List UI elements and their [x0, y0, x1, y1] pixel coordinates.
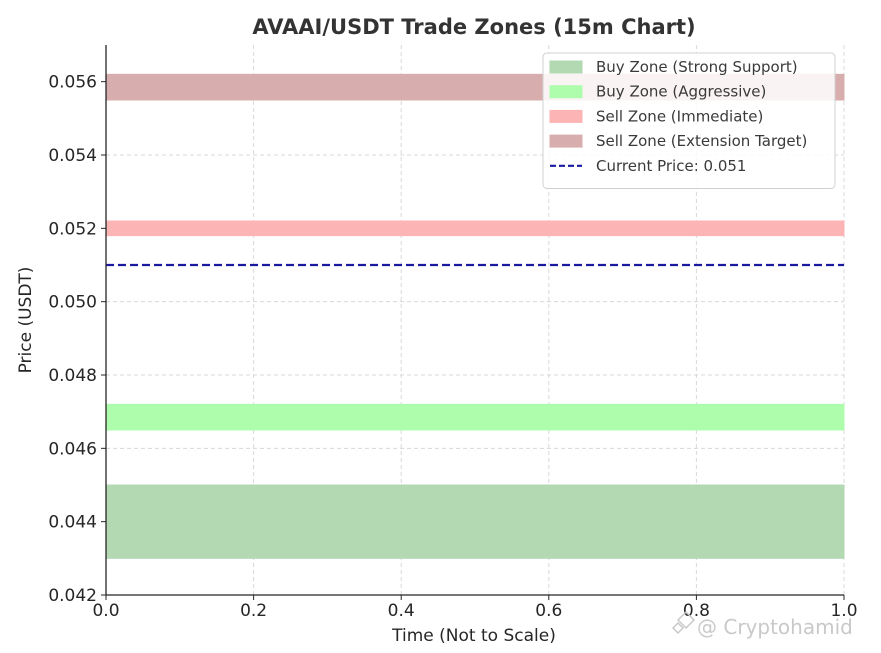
- legend-label: Buy Zone (Aggressive): [596, 83, 766, 101]
- zone-band-1: [105, 403, 845, 431]
- legend-label: Buy Zone (Strong Support): [596, 58, 798, 76]
- legend: Buy Zone (Strong Support) Buy Zone (Aggre…: [542, 52, 836, 189]
- legend-swatch: [549, 134, 583, 148]
- legend-box: [542, 52, 836, 189]
- x-tick-label: 0.2: [240, 601, 267, 621]
- watermark-logo-icon: [671, 610, 696, 635]
- zone-band-0: [105, 484, 845, 559]
- chart-title: AVAAI/USDT Trade Zones (15m Chart): [252, 15, 695, 39]
- x-tick-label: 0.0: [92, 601, 119, 621]
- axes: [101, 45, 845, 600]
- legend-swatch: [549, 60, 583, 74]
- x-tick-label: 0.4: [388, 601, 415, 621]
- y-tick-label: 0.046: [48, 439, 97, 459]
- watermark: @ Cryptohamid: [671, 610, 853, 639]
- legend-label: Sell Zone (Immediate): [596, 107, 763, 125]
- y-tick-label: 0.044: [48, 513, 97, 533]
- y-tick-label: 0.050: [48, 293, 97, 313]
- x-tick-label: 1.0: [830, 601, 857, 621]
- y-tick-label: 0.052: [48, 219, 97, 239]
- x-tick-label: 0.6: [535, 601, 562, 621]
- legend-swatch: [549, 109, 583, 123]
- y-tick-label: 0.042: [48, 586, 97, 606]
- watermark-text: @ Cryptohamid: [697, 615, 853, 639]
- y-axis-label: Price (USDT): [16, 267, 36, 374]
- legend-swatch: [549, 85, 583, 99]
- y-tick-label: 0.048: [48, 366, 97, 386]
- legend-label: Sell Zone (Extension Target): [596, 132, 807, 150]
- y-tick-label: 0.054: [48, 146, 97, 166]
- zone-band-2: [105, 220, 845, 237]
- legend-label: Current Price: 0.051: [596, 157, 746, 175]
- y-tick-label: 0.056: [48, 73, 97, 93]
- tick-labels: 0.0 0.2 0.4 0.6 0.8 1.00.0420.0440.0460.0480.…: [48, 73, 857, 621]
- x-axis-label: Time (Not to Scale): [391, 626, 556, 646]
